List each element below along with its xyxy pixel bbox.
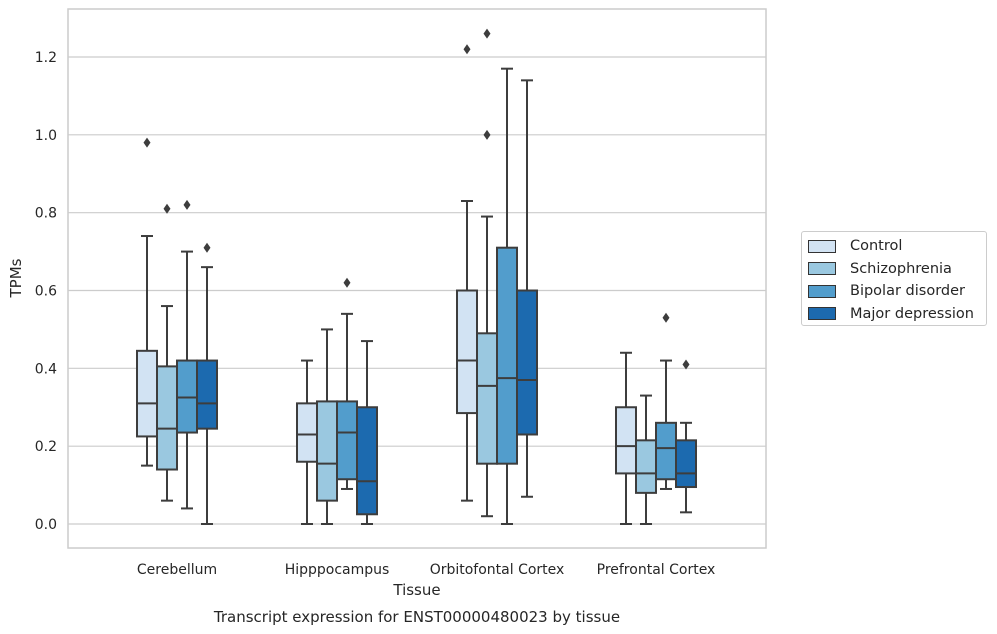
box-iqr bbox=[196, 359, 218, 430]
x-tick-label: Prefrontal Cortex bbox=[597, 562, 716, 578]
x-tick-label: Orbitofontal Cortex bbox=[430, 562, 565, 578]
outlier-point bbox=[662, 312, 670, 323]
box bbox=[655, 312, 677, 490]
legend-label-bipolar-disorder: Bipolar disorder bbox=[850, 283, 965, 300]
legend-item-bipolar-disorder: Bipolar disorder bbox=[808, 280, 986, 303]
outlier-point bbox=[483, 129, 491, 140]
legend-swatch-bipolar-disorder bbox=[808, 284, 836, 298]
y-tick-label: 0.8 bbox=[35, 206, 57, 222]
box-iqr bbox=[296, 402, 318, 463]
outlier-point bbox=[203, 242, 211, 253]
plot-area-border bbox=[67, 8, 767, 549]
box-iqr bbox=[615, 406, 637, 475]
legend-item-schizophrenia: Schizophrenia bbox=[808, 258, 986, 281]
box bbox=[516, 79, 538, 498]
box bbox=[675, 359, 697, 514]
box bbox=[136, 137, 158, 467]
y-tick-labels: 0.0 0.2 0.4 0.6 0.8 1.0 1.2 bbox=[35, 50, 57, 533]
box-iqr bbox=[456, 289, 478, 415]
box-iqr bbox=[655, 421, 677, 481]
x-axis-label: Tissue bbox=[392, 581, 440, 599]
box-iqr bbox=[675, 439, 697, 489]
legend-item-major-depression: Major depression bbox=[808, 303, 986, 326]
box-series bbox=[136, 28, 697, 525]
legend-swatch-control bbox=[808, 239, 836, 253]
legend-label-schizophrenia: Schizophrenia bbox=[850, 260, 952, 277]
box-iqr bbox=[336, 400, 358, 481]
outlier-point bbox=[163, 203, 171, 214]
y-tick-label: 0.4 bbox=[35, 361, 57, 377]
box bbox=[615, 351, 637, 525]
outlier-point bbox=[463, 44, 471, 55]
box-iqr bbox=[476, 332, 498, 465]
box-iqr bbox=[156, 365, 178, 471]
legend-label-major-depression: Major depression bbox=[850, 305, 974, 322]
box-iqr bbox=[316, 400, 338, 502]
outlier-point bbox=[343, 277, 351, 288]
y-tick-label: 0.0 bbox=[35, 517, 57, 533]
outlier-point bbox=[682, 359, 690, 370]
box-iqr bbox=[516, 289, 538, 436]
box bbox=[476, 28, 498, 518]
legend-swatch-schizophrenia bbox=[808, 262, 836, 276]
outlier-point bbox=[183, 199, 191, 210]
x-tick-label: Hipppocampus bbox=[285, 562, 390, 578]
y-tick-label: 0.6 bbox=[35, 284, 57, 300]
y-tick-label: 1.2 bbox=[35, 50, 57, 66]
box bbox=[176, 199, 198, 510]
box bbox=[196, 242, 218, 525]
x-tick-label: Cerebellum bbox=[137, 562, 217, 578]
box bbox=[336, 277, 358, 490]
outlier-point bbox=[143, 137, 151, 148]
box-iqr bbox=[635, 439, 657, 494]
chart-title: Transcript expression for ENST0000048002… bbox=[213, 608, 620, 626]
box-iqr bbox=[136, 349, 158, 438]
legend-swatch-major-depression bbox=[808, 307, 836, 321]
outlier-point bbox=[483, 28, 491, 39]
legend: Control Schizophrenia Bipolar disorder M… bbox=[801, 231, 987, 326]
y-axis-label: TPMs bbox=[7, 258, 25, 298]
box bbox=[456, 44, 478, 502]
y-tick-label: 1.0 bbox=[35, 128, 57, 144]
box-iqr bbox=[496, 246, 518, 465]
legend-label-control: Control bbox=[850, 238, 903, 255]
box bbox=[635, 394, 657, 525]
box bbox=[316, 328, 338, 525]
legend-item-control: Control bbox=[808, 235, 986, 258]
box bbox=[496, 67, 518, 525]
x-tick-labels: Cerebellum Hipppocampus Orbitofontal Corte… bbox=[137, 562, 715, 578]
box bbox=[296, 359, 318, 525]
box-iqr bbox=[356, 406, 378, 516]
box bbox=[356, 340, 378, 525]
box bbox=[156, 203, 178, 502]
y-tick-label: 0.2 bbox=[35, 439, 57, 455]
